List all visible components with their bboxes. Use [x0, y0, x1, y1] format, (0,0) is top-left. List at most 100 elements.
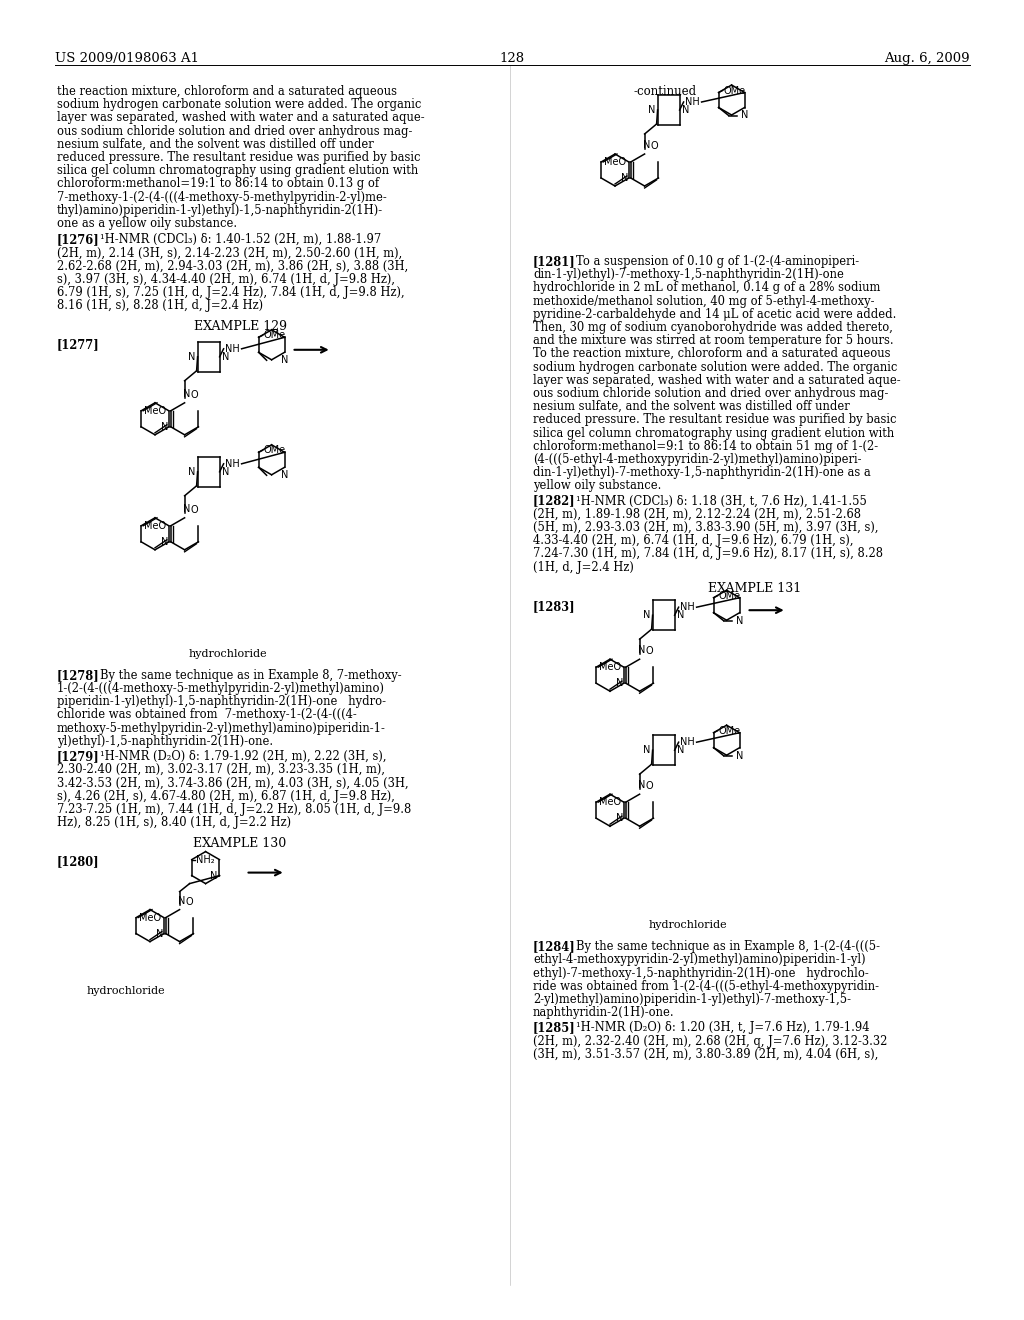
Text: 7.24-7.30 (1H, m), 7.84 (1H, d, J=9.6 Hz), 8.17 (1H, s), 8.28: 7.24-7.30 (1H, m), 7.84 (1H, d, J=9.6 Hz…: [534, 548, 883, 561]
Text: s), 3.97 (3H, s), 4.34-4.40 (2H, m), 6.74 (1H, d, J=9.8 Hz),: s), 3.97 (3H, s), 4.34-4.40 (2H, m), 6.7…: [57, 273, 395, 286]
Text: (2H, m), 1.89-1.98 (2H, m), 2.12-2.24 (2H, m), 2.51-2.68: (2H, m), 1.89-1.98 (2H, m), 2.12-2.24 (2…: [534, 508, 861, 521]
Text: ride was obtained from 1-(2-(4-(((5-ethyl-4-methoxypyridin-: ride was obtained from 1-(2-(4-(((5-ethy…: [534, 979, 879, 993]
Text: Hz), 8.25 (1H, s), 8.40 (1H, d, J=2.2 Hz): Hz), 8.25 (1H, s), 8.40 (1H, d, J=2.2 Hz…: [57, 816, 291, 829]
Text: [1284]: [1284]: [534, 940, 575, 953]
Text: O: O: [645, 781, 653, 791]
Text: ¹H-NMR (CDCl₃) δ: 1.18 (3H, t, 7.6 Hz), 1.41-1.55: ¹H-NMR (CDCl₃) δ: 1.18 (3H, t, 7.6 Hz), …: [575, 495, 867, 508]
Text: s), 4.26 (2H, s), 4.67-4.80 (2H, m), 6.87 (1H, d, J=9.8 Hz),: s), 4.26 (2H, s), 4.67-4.80 (2H, m), 6.8…: [57, 789, 395, 803]
Text: [1278]: [1278]: [57, 669, 99, 682]
Text: methoxide/methanol solution, 40 mg of 5-ethyl-4-methoxy-: methoxide/methanol solution, 40 mg of 5-…: [534, 294, 874, 308]
Text: N: N: [157, 928, 164, 939]
Text: N: N: [677, 746, 684, 755]
Text: [1277]: [1277]: [57, 339, 99, 351]
Text: NH: NH: [680, 737, 694, 747]
Text: N: N: [161, 422, 169, 432]
Text: To a suspension of 0.10 g of 1-(2-(4-aminopiperi-: To a suspension of 0.10 g of 1-(2-(4-ami…: [575, 255, 859, 268]
Text: EXAMPLE 129: EXAMPLE 129: [194, 321, 287, 334]
Text: ¹H-NMR (D₂O) δ: 1.79-1.92 (2H, m), 2.22 (3H, s),: ¹H-NMR (D₂O) δ: 1.79-1.92 (2H, m), 2.22 …: [100, 750, 386, 763]
Text: 6.79 (1H, s), 7.25 (1H, d, J=2.4 Hz), 7.84 (1H, d, J=9.8 Hz),: 6.79 (1H, s), 7.25 (1H, d, J=2.4 Hz), 7.…: [57, 286, 404, 300]
Text: ous sodium chloride solution and dried over anhydrous mag-: ous sodium chloride solution and dried o…: [534, 387, 889, 400]
Text: N: N: [183, 389, 190, 399]
Text: Then, 30 mg of sodium cyanoborohydride was added thereto,: Then, 30 mg of sodium cyanoborohydride w…: [534, 321, 893, 334]
Text: O: O: [650, 141, 658, 150]
Text: yl)ethyl)-1,5-naphthyridin-2(1H)-one.: yl)ethyl)-1,5-naphthyridin-2(1H)-one.: [57, 735, 273, 748]
Text: (1H, d, J=2.4 Hz): (1H, d, J=2.4 Hz): [534, 561, 634, 574]
Text: and the mixture was stirred at room temperature for 5 hours.: and the mixture was stirred at room temp…: [534, 334, 894, 347]
Text: 2-yl)methyl)amino)piperidin-1-yl)ethyl)-7-methoxy-1,5-: 2-yl)methyl)amino)piperidin-1-yl)ethyl)-…: [534, 993, 851, 1006]
Text: MeO: MeO: [599, 663, 621, 672]
Text: (2H, m), 2.32-2.40 (2H, m), 2.68 (2H, q, J=7.6 Hz), 3.12-3.32: (2H, m), 2.32-2.40 (2H, m), 2.68 (2H, q,…: [534, 1035, 888, 1048]
Text: N: N: [188, 467, 196, 477]
Text: pyridine-2-carbaldehyde and 14 μL of acetic acid were added.: pyridine-2-carbaldehyde and 14 μL of ace…: [534, 308, 896, 321]
Text: (2H, m), 2.14 (3H, s), 2.14-2.23 (2H, m), 2.50-2.60 (1H, m),: (2H, m), 2.14 (3H, s), 2.14-2.23 (2H, m)…: [57, 247, 402, 260]
Text: By the same technique as in Example 8, 7-methoxy-: By the same technique as in Example 8, 7…: [100, 669, 401, 682]
Text: N: N: [616, 678, 624, 688]
Text: 128: 128: [500, 51, 524, 65]
Text: layer was separated, washed with water and a saturated aque-: layer was separated, washed with water a…: [534, 374, 901, 387]
Text: ¹H-NMR (CDCl₃) δ: 1.40-1.52 (2H, m), 1.88-1.97: ¹H-NMR (CDCl₃) δ: 1.40-1.52 (2H, m), 1.8…: [100, 234, 381, 247]
Text: (4-(((5-ethyl-4-methoxypyridin-2-yl)methyl)amino)piperi-: (4-(((5-ethyl-4-methoxypyridin-2-yl)meth…: [534, 453, 861, 466]
Text: [1285]: [1285]: [534, 1022, 575, 1035]
Text: [1280]: [1280]: [57, 855, 99, 869]
Text: [1276]: [1276]: [57, 234, 99, 247]
Text: N: N: [638, 780, 645, 791]
Text: N: N: [638, 645, 645, 655]
Text: MeO: MeO: [143, 521, 166, 531]
Text: chloride was obtained from  7-methoxy-1-(2-(4-(((4-: chloride was obtained from 7-methoxy-1-(…: [57, 709, 356, 722]
Text: N: N: [677, 610, 684, 620]
Text: OMe: OMe: [724, 86, 745, 95]
Text: NH: NH: [680, 602, 694, 612]
Text: N: N: [161, 537, 169, 546]
Text: 2.30-2.40 (2H, m), 3.02-3.17 (2H, m), 3.23-3.35 (1H, m),: 2.30-2.40 (2H, m), 3.02-3.17 (2H, m), 3.…: [57, 763, 385, 776]
Text: N: N: [281, 355, 289, 366]
Text: N: N: [741, 111, 749, 120]
Text: N: N: [183, 504, 190, 513]
Text: To the reaction mixture, chloroform and a saturated aqueous: To the reaction mixture, chloroform and …: [534, 347, 891, 360]
Text: -continued: -continued: [633, 84, 696, 98]
Text: MeO: MeO: [138, 912, 161, 923]
Text: OMe: OMe: [719, 726, 740, 735]
Text: the reaction mixture, chloroform and a saturated aqueous: the reaction mixture, chloroform and a s…: [57, 84, 397, 98]
Text: hydrochloride: hydrochloride: [188, 649, 267, 659]
Text: [1282]: [1282]: [534, 495, 575, 508]
Text: din-1-yl)ethyl)-7-methoxy-1,5-naphthyridin-2(1H)-one as a: din-1-yl)ethyl)-7-methoxy-1,5-naphthyrid…: [534, 466, 870, 479]
Text: methoxy-5-methylpyridin-2-yl)methyl)amino)piperidin-1-: methoxy-5-methylpyridin-2-yl)methyl)amin…: [57, 722, 386, 735]
Text: sodium hydrogen carbonate solution were added. The organic: sodium hydrogen carbonate solution were …: [534, 360, 897, 374]
Text: NH: NH: [224, 343, 240, 354]
Text: reduced pressure. The resultant residue was purified by basic: reduced pressure. The resultant residue …: [57, 150, 421, 164]
Text: yellow oily substance.: yellow oily substance.: [534, 479, 662, 492]
Text: O: O: [190, 504, 199, 515]
Text: hydrochloride: hydrochloride: [87, 986, 166, 995]
Text: EXAMPLE 131: EXAMPLE 131: [709, 582, 802, 595]
Text: [1283]: [1283]: [534, 601, 575, 612]
Text: din-1-yl)ethyl)-7-methoxy-1,5-naphthyridin-2(1H)-one: din-1-yl)ethyl)-7-methoxy-1,5-naphthyrid…: [534, 268, 844, 281]
Text: OMe: OMe: [263, 330, 286, 341]
Text: reduced pressure. The resultant residue was purified by basic: reduced pressure. The resultant residue …: [534, 413, 896, 426]
Text: silica gel column chromatography using gradient elution with: silica gel column chromatography using g…: [57, 164, 418, 177]
Text: [1281]: [1281]: [534, 255, 575, 268]
Text: piperidin-1-yl)ethyl)-1,5-naphthyridin-2(1H)-one   hydro-: piperidin-1-yl)ethyl)-1,5-naphthyridin-2…: [57, 696, 386, 709]
Text: 1-(2-(4-(((4-methoxy-5-methylpyridin-2-yl)methyl)amino): 1-(2-(4-(((4-methoxy-5-methylpyridin-2-y…: [57, 682, 385, 696]
Text: OMe: OMe: [263, 445, 286, 455]
Text: N: N: [616, 813, 624, 824]
Text: MeO: MeO: [599, 797, 621, 808]
Text: silica gel column chromatography using gradient elution with: silica gel column chromatography using g…: [534, 426, 894, 440]
Text: layer was separated, washed with water and a saturated aque-: layer was separated, washed with water a…: [57, 111, 425, 124]
Text: N: N: [281, 470, 289, 480]
Text: sodium hydrogen carbonate solution were added. The organic: sodium hydrogen carbonate solution were …: [57, 98, 421, 111]
Text: 4.33-4.40 (2H, m), 6.74 (1H, d, J=9.6 Hz), 6.79 (1H, s),: 4.33-4.40 (2H, m), 6.74 (1H, d, J=9.6 Hz…: [534, 535, 853, 548]
Text: N: N: [643, 140, 650, 150]
Text: N: N: [210, 871, 217, 880]
Text: MeO: MeO: [604, 157, 626, 168]
Text: EXAMPLE 130: EXAMPLE 130: [194, 837, 287, 850]
Text: ethyl)-7-methoxy-1,5-naphthyridin-2(1H)-one   hydrochlo-: ethyl)-7-methoxy-1,5-naphthyridin-2(1H)-…: [534, 966, 868, 979]
Text: chloroform:methanol=9:1 to 86:14 to obtain 51 mg of 1-(2-: chloroform:methanol=9:1 to 86:14 to obta…: [534, 440, 879, 453]
Text: N: N: [622, 173, 629, 183]
Text: [1279]: [1279]: [57, 750, 99, 763]
Text: hydrochloride: hydrochloride: [648, 920, 727, 931]
Text: US 2009/0198063 A1: US 2009/0198063 A1: [55, 51, 199, 65]
Text: naphthyridin-2(1H)-one.: naphthyridin-2(1H)-one.: [534, 1006, 675, 1019]
Text: chloroform:methanol=19:1 to 86:14 to obtain 0.13 g of: chloroform:methanol=19:1 to 86:14 to obt…: [57, 177, 379, 190]
Text: N: N: [643, 610, 650, 620]
Text: N: N: [736, 751, 743, 760]
